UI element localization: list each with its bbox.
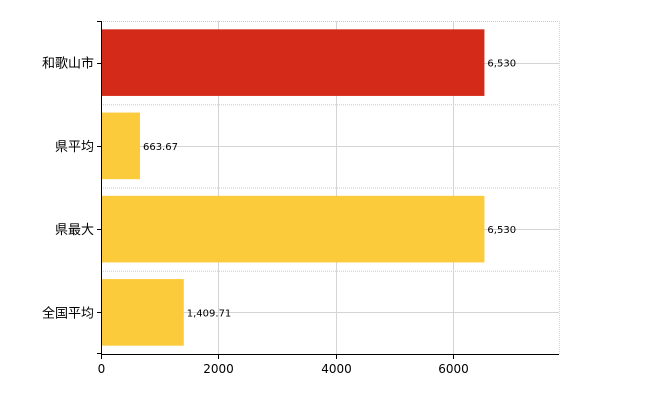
category-label: 県最大 (55, 223, 94, 238)
bar (102, 112, 140, 180)
x-tick-label: 0 (98, 362, 106, 376)
data-label: 6,530 (487, 225, 516, 236)
bar (102, 195, 485, 263)
bars (102, 29, 485, 346)
data-label: 1,409.71 (187, 308, 232, 319)
x-tick-label: 6000 (438, 362, 469, 376)
bar (102, 29, 485, 96)
category-label: 全国平均 (42, 305, 94, 321)
labels: 6,530 和歌山市 663.67 県平均 6,530 県最大 1,409.71 全国平均 0 2… (42, 56, 516, 376)
data-label: 663.67 (143, 142, 178, 153)
bar (102, 279, 184, 346)
data-label: 6,530 (487, 59, 516, 70)
x-tick-label: 4000 (321, 362, 352, 376)
x-tick-label: 2000 (203, 362, 234, 376)
category-label: 県平均 (55, 140, 94, 155)
category-label: 和歌山市 (42, 56, 94, 72)
axes (97, 21, 559, 359)
